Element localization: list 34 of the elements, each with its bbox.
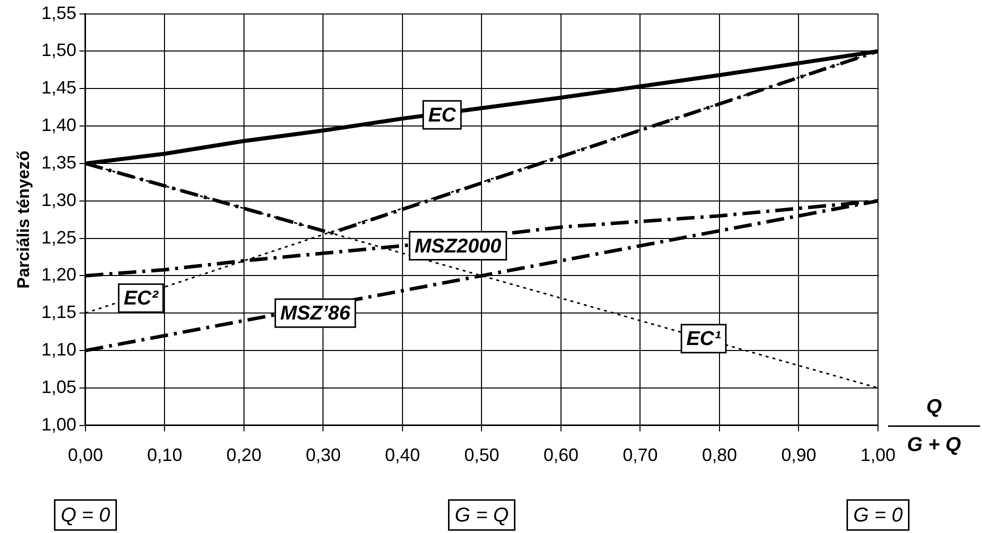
y-tick-label: 1,05 [41, 376, 76, 397]
x-tick-label: 0,30 [306, 445, 341, 466]
x-tick-label: 0,10 [147, 445, 182, 466]
y-tick-label: 1,25 [41, 227, 76, 248]
y-tick-label: 1,40 [41, 115, 76, 136]
annotation: EC [428, 104, 457, 126]
text: Q = 0 [60, 504, 110, 527]
y-tick-label: 1,55 [41, 2, 76, 23]
y-tick-label: 1,35 [41, 152, 76, 172]
y-tick-label: 1,20 [41, 264, 76, 285]
x-tick-label: 0,40 [384, 445, 420, 466]
annotation: MSZ2000 [414, 235, 502, 258]
y-tick-label: 1,30 [41, 190, 76, 210]
annotation: EC¹ [686, 328, 722, 350]
y-tick-label: 1,10 [41, 340, 76, 360]
y-tick-label: 1,15 [41, 302, 76, 322]
annotation: MSZ’86 [280, 302, 352, 325]
x-tick-label: 0,80 [702, 445, 738, 466]
x-axis-title: Q [926, 396, 942, 418]
x-tick-label: 0,60 [543, 445, 578, 466]
text: G + Q [907, 434, 962, 456]
x-tick-label: 1,00 [860, 445, 896, 466]
y-axis-title: Parciális tényező [14, 150, 33, 289]
annotation: EC² [124, 288, 160, 310]
x-tick-label: 0,90 [781, 445, 816, 466]
x-tick-label: 0,00 [68, 445, 103, 466]
text: G = 0 [853, 504, 903, 527]
y-tick-label: 1,50 [41, 40, 76, 60]
x-tick-label: 0,20 [226, 445, 262, 466]
y-tick-label: 1,45 [41, 78, 76, 98]
x-tick-label: 0,70 [622, 445, 658, 466]
y-tick-label: 1,00 [41, 414, 76, 434]
text: G = Q [454, 504, 509, 527]
x-tick-label: 0,50 [464, 445, 500, 466]
